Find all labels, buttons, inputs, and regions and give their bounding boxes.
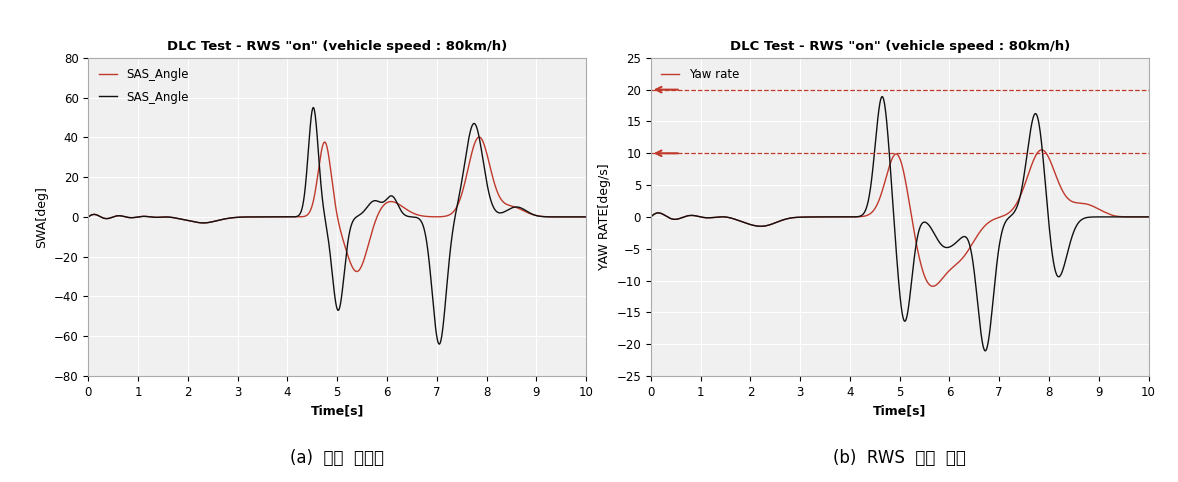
Y-axis label: SWA[deg]: SWA[deg] [35,186,48,248]
SAS_Angle [138,214,152,219]
SAS_Angle [578,214,593,220]
SAS_Angle [81,214,95,220]
X-axis label: Time[s]: Time[s] [311,404,364,417]
Line: SAS_Angle: SAS_Angle [88,107,585,344]
Text: (a)  입력  조향각: (a) 입력 조향각 [290,449,384,467]
SAS_Angle [272,214,286,220]
SAS_Angle [578,214,593,220]
SAS_Angle [569,214,583,220]
SAS_Angle [306,105,320,110]
SAS_Angle [138,214,152,219]
SAS_Angle [272,214,286,220]
Yaw rate [835,214,849,220]
Yaw rate [926,283,940,289]
Line: SAS_Angle: SAS_Angle [88,137,585,271]
SAS_Angle [516,208,530,214]
Text: (b)  RWS  동작  결과: (b) RWS 동작 결과 [833,449,966,467]
SAS_Angle [350,268,364,274]
SAS_Angle [293,214,307,220]
Yaw rate [1141,214,1156,220]
Title: DLC Test - RWS "on" (vehicle speed : 80km/h): DLC Test - RWS "on" (vehicle speed : 80k… [167,40,508,53]
Yaw rate [1034,147,1048,153]
Yaw rate [730,217,744,223]
Yaw rate [856,214,871,219]
Line: Yaw rate: Yaw rate [650,150,1149,286]
SAS_Angle [569,214,583,220]
SAS_Angle [167,215,181,221]
SAS_Angle [81,214,95,220]
X-axis label: Time[s]: Time[s] [873,404,926,417]
SAS_Angle [516,206,530,212]
Y-axis label: YAW RATE[deg/s]: YAW RATE[deg/s] [597,163,611,270]
SAS_Angle [432,341,446,347]
Legend: Yaw rate: Yaw rate [657,64,743,86]
SAS_Angle [167,215,181,221]
Yaw rate [1078,201,1092,207]
SAS_Angle [472,134,487,140]
Yaw rate [643,214,657,220]
SAS_Angle [293,209,307,215]
Title: DLC Test - RWS "on" (vehicle speed : 80km/h): DLC Test - RWS "on" (vehicle speed : 80k… [729,40,1070,53]
Yaw rate [1132,214,1146,220]
Yaw rate [701,215,715,221]
Legend: SAS_Angle, SAS_Angle: SAS_Angle, SAS_Angle [94,64,193,108]
